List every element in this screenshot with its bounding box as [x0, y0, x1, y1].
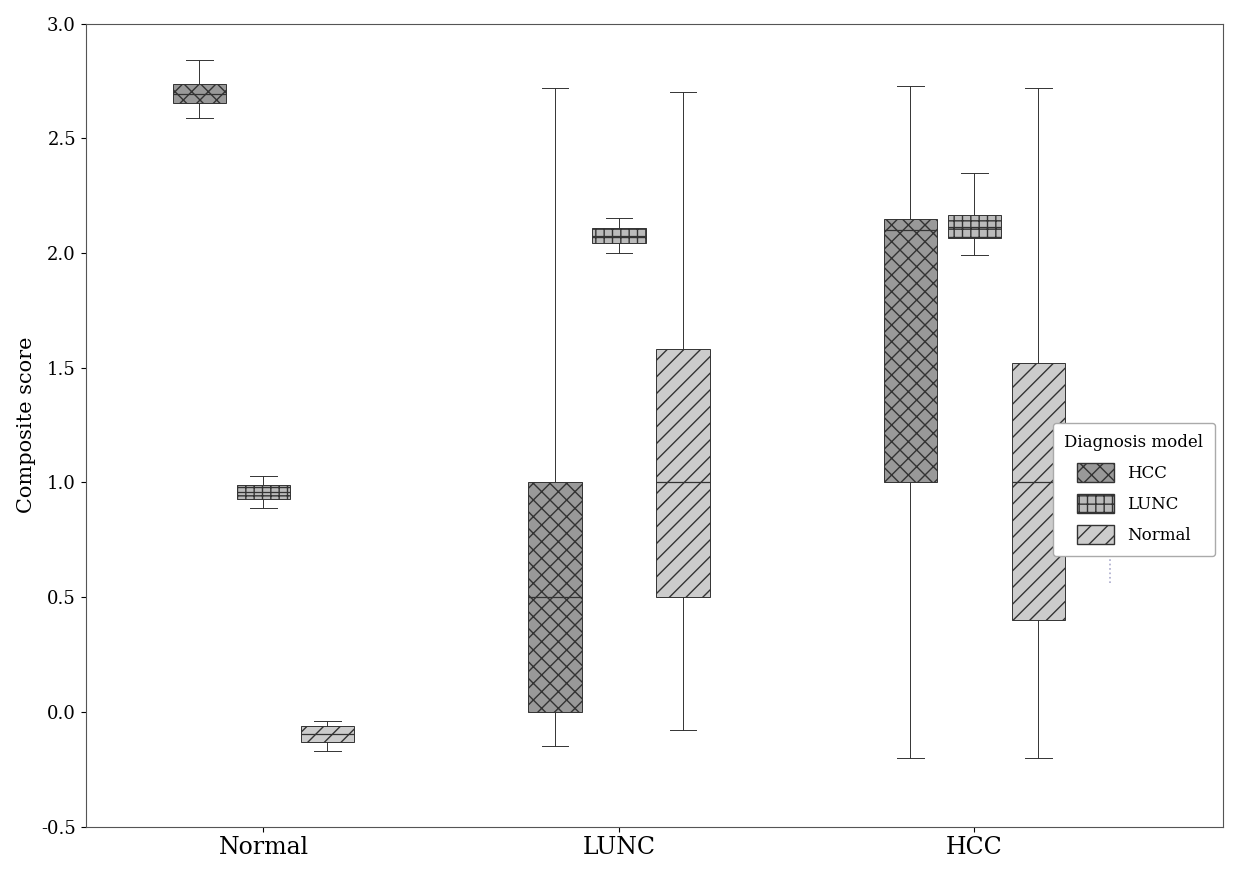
PathPatch shape [172, 84, 226, 102]
PathPatch shape [884, 219, 937, 483]
PathPatch shape [301, 725, 355, 742]
PathPatch shape [947, 215, 1001, 238]
Y-axis label: Composite score: Composite score [16, 337, 36, 513]
PathPatch shape [656, 350, 709, 597]
PathPatch shape [1012, 364, 1065, 620]
PathPatch shape [528, 483, 582, 712]
PathPatch shape [237, 484, 290, 498]
PathPatch shape [593, 228, 646, 243]
Legend: HCC, LUNC, Normal: HCC, LUNC, Normal [1053, 423, 1215, 556]
